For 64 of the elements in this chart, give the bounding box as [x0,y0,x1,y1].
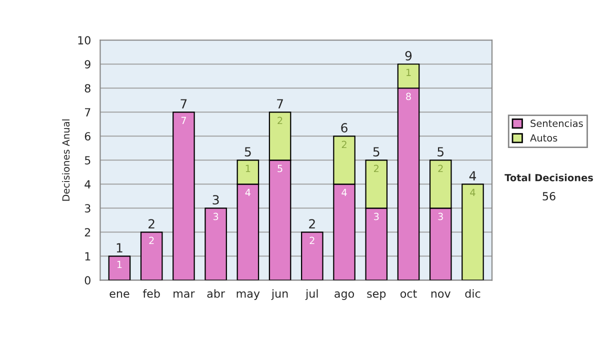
total-label: 9 [405,51,412,60]
x-tick-label: jul [305,289,318,300]
x-tick-label: oct [400,290,417,298]
bar [108,256,131,280]
data-label: 2 [438,164,443,172]
total-label: 2 [148,219,154,228]
data-label: 2 [149,236,154,244]
total-label: 5 [438,147,444,157]
y-tick-label: 7 [85,108,90,116]
text: 56 [542,192,556,200]
text: Total Decisiones [504,174,593,182]
total-label: 6 [341,123,348,133]
data-label: 2 [310,236,314,244]
bar [204,208,227,280]
total-label: 2 [309,219,315,228]
bar [172,112,195,280]
total-label: 1 [116,243,122,252]
y-tick-label: 1 [85,252,90,260]
x-tick-label: sep [367,291,386,300]
total-label: 4 [469,171,476,180]
x-tick-label: feb [142,289,160,298]
x-tick-label: mar [174,291,195,298]
data-label: 3 [213,212,218,220]
legend-label: Autos [530,134,558,142]
data-label: 7 [181,116,186,124]
x-tick-label: ene [110,291,130,298]
x-tick-label: ago [334,291,354,300]
bar [140,232,163,280]
bar [301,232,324,280]
data-label: 1 [406,68,411,76]
total-label: 3 [212,195,219,205]
total-label: 5 [244,147,251,157]
y-tick-label: 8 [84,84,90,93]
total-label: 5 [373,147,380,157]
data-label: 1 [246,164,250,172]
x-tick-label: nov [431,291,450,298]
data-label: 1 [117,260,122,268]
data-label: 3 [438,212,443,220]
y-tick-label: 4 [84,180,91,188]
data-label: 2 [342,140,346,148]
data-label: 8 [406,92,411,100]
total-label: 7 [277,99,283,108]
data-label: 4 [342,188,347,196]
data-label: 2 [278,116,282,124]
y-tick-label: 2 [84,228,90,236]
data-label: 2 [374,164,379,172]
y-tick-label: 10 [78,36,90,44]
y-tick-label: 9 [84,60,90,69]
y-axis-title: Decisiones Anual [62,119,70,201]
total-label: 7 [180,99,187,108]
x-tick-label: jun [271,289,288,300]
x-tick-label: dic [465,289,480,298]
x-tick-label: abr [207,289,226,298]
data-label: 4 [470,188,476,196]
data-label: 4 [245,188,250,196]
y-tick-label: 5 [84,156,90,165]
bar [462,184,484,280]
y-tick-label: 3 [84,204,90,213]
y-tick-label: 6 [84,132,90,141]
x-tick-label: may [236,291,260,300]
legend-label: Sentencias [530,119,583,128]
data-label: 3 [374,212,379,220]
data-label: 5 [278,164,282,172]
y-tick-label: 0 [84,276,90,285]
